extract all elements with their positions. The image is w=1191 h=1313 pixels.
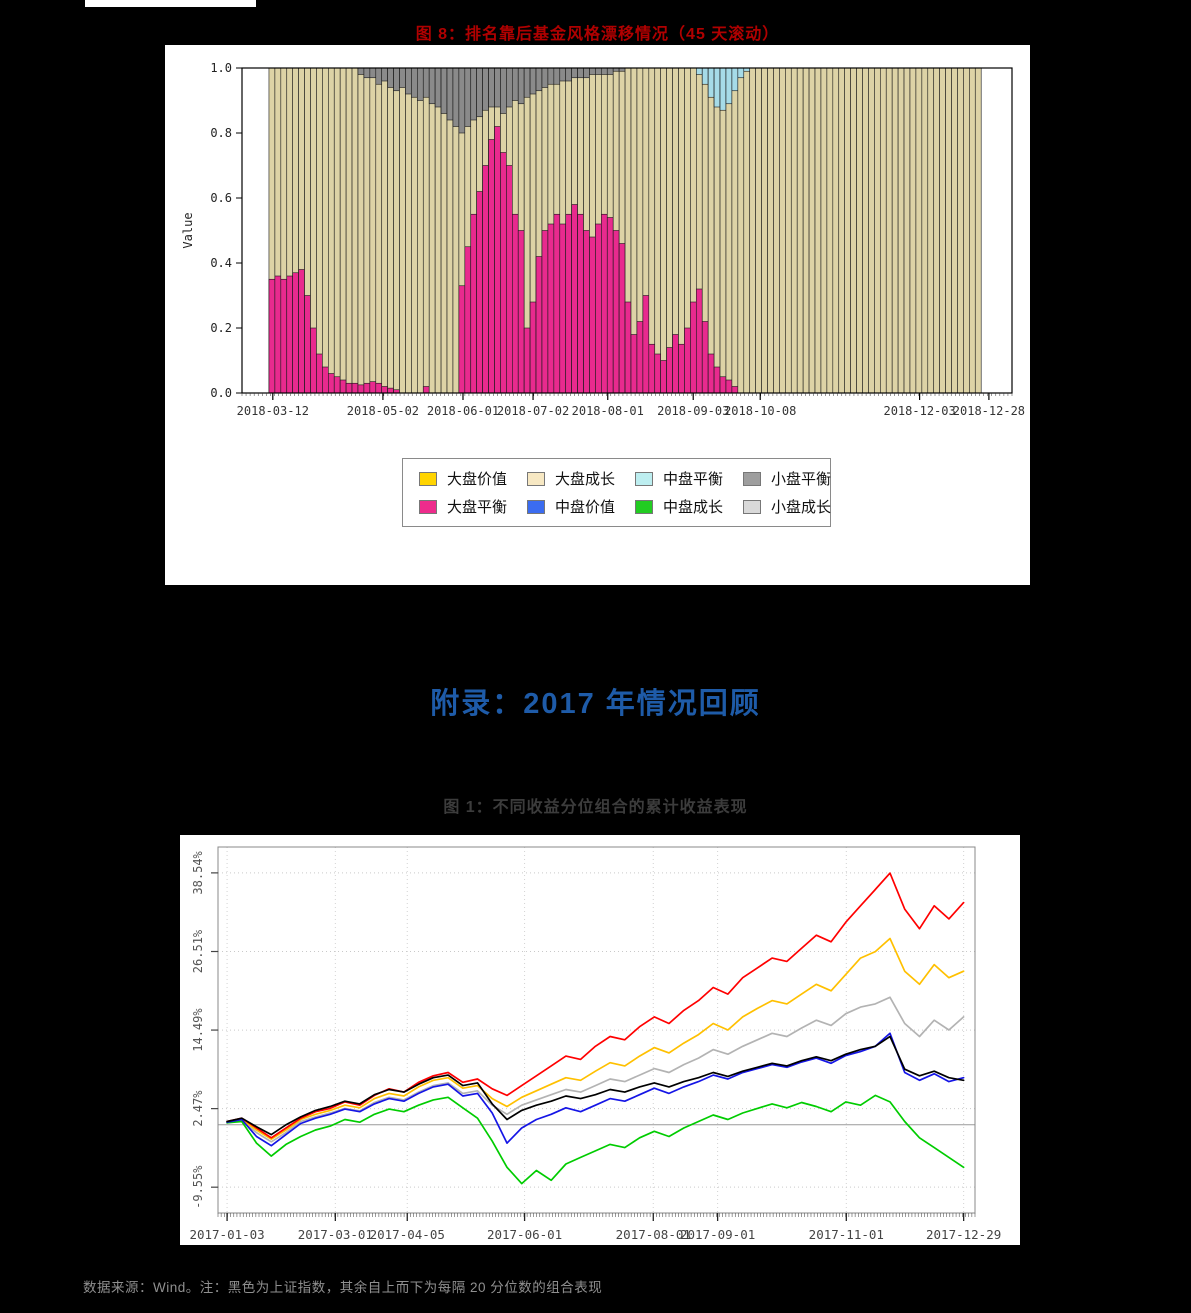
- svg-text:0.4: 0.4: [210, 256, 232, 270]
- figure8-chart: 0.0 0.2 0.4 0.6 0.8 1.0 Value 2018-03-12 2018-05…: [165, 45, 1030, 585]
- svg-text:1.0: 1.0: [210, 61, 232, 75]
- svg-text:2018-09-03: 2018-09-03: [657, 404, 729, 418]
- legend-item: 大盘成长: [527, 468, 615, 489]
- svg-text:2017-12-29: 2017-12-29: [926, 1227, 1001, 1242]
- svg-text:2017-11-01: 2017-11-01: [809, 1227, 884, 1242]
- svg-text:26.51%: 26.51%: [191, 929, 205, 973]
- svg-text:2018-05-02: 2018-05-02: [347, 404, 419, 418]
- svg-text:2017-09-01: 2017-09-01: [680, 1227, 755, 1242]
- svg-text:2017-04-05: 2017-04-05: [370, 1227, 445, 1242]
- legend-label: 中盘成长: [663, 499, 724, 516]
- legend-swatch: [419, 471, 437, 486]
- legend-item: 中盘价值: [527, 496, 615, 517]
- svg-text:Value: Value: [181, 212, 195, 248]
- svg-text:2.47%: 2.47%: [191, 1090, 205, 1127]
- svg-text:0.8: 0.8: [210, 126, 232, 140]
- legend-label: 小盘成长: [771, 499, 832, 516]
- svg-text:2018-07-02: 2018-07-02: [497, 404, 569, 418]
- legend-label: 大盘平衡: [447, 499, 508, 516]
- svg-text:2018-03-12: 2018-03-12: [237, 404, 309, 418]
- figure1-panel: 38.54% 26.51% 14.49% 2.47% -9.55% 2017-01-03 2…: [180, 835, 1020, 1245]
- legend-swatch: [743, 471, 762, 486]
- source-note: 数据来源：Wind。注：黑色为上证指数，其余自上而下为每隔 20 分位数的组合表…: [83, 1280, 603, 1295]
- svg-text:2017-03-01: 2017-03-01: [298, 1227, 373, 1242]
- legend-swatch: [527, 499, 546, 514]
- svg-text:2018-10-08: 2018-10-08: [724, 404, 796, 418]
- legend-label: 大盘成长: [555, 471, 616, 488]
- legend-swatch: [419, 499, 437, 514]
- figure1-caption: 图 1：不同收益分位组合的累计收益表现: [443, 799, 748, 816]
- svg-text:2017-08-01: 2017-08-01: [616, 1227, 691, 1242]
- figure8-legend: 大盘价值 大盘成长 中盘平衡 小盘平衡大盘平衡 中盘价值 中盘成长 小盘成长: [402, 458, 831, 527]
- svg-text:38.54%: 38.54%: [191, 850, 205, 894]
- legend-item: 中盘平衡: [635, 468, 723, 489]
- figure8-title: 图 8：排名靠后基金风格漂移情况（45 天滚动）: [415, 26, 780, 43]
- legend-label: 中盘平衡: [663, 471, 724, 488]
- legend-swatch: [743, 499, 762, 514]
- legend-swatch: [635, 471, 654, 486]
- legend-swatch: [527, 471, 546, 486]
- svg-text:2018-08-01: 2018-08-01: [572, 404, 644, 418]
- svg-text:2018-12-28: 2018-12-28: [953, 404, 1025, 418]
- legend-label: 大盘价值: [447, 471, 508, 488]
- figure1-chart: 38.54% 26.51% 14.49% 2.47% -9.55% 2017-01-03 2…: [180, 835, 1020, 1245]
- legend-item: 大盘价值: [419, 468, 507, 489]
- svg-text:0.2: 0.2: [210, 321, 232, 335]
- svg-text:2017-01-03: 2017-01-03: [189, 1227, 264, 1242]
- legend-label: 中盘价值: [555, 499, 616, 516]
- top-strip: [85, 0, 256, 7]
- svg-text:-9.55%: -9.55%: [191, 1165, 205, 1209]
- legend-item: 小盘平衡: [743, 468, 831, 489]
- svg-text:0.0: 0.0: [210, 386, 232, 400]
- appendix-title: 附录：2017 年情况回顾: [430, 688, 761, 720]
- legend-label: 小盘平衡: [771, 471, 832, 488]
- figure8-panel: 0.0 0.2 0.4 0.6 0.8 1.0 Value 2018-03-12 2018-05…: [165, 45, 1030, 585]
- legend-item: 大盘平衡: [419, 496, 507, 517]
- svg-text:2018-06-01: 2018-06-01: [427, 404, 499, 418]
- legend-item: 中盘成长: [635, 496, 723, 517]
- svg-text:2017-06-01: 2017-06-01: [487, 1227, 562, 1242]
- svg-text:0.6: 0.6: [210, 191, 232, 205]
- legend-swatch: [635, 499, 654, 514]
- legend-item: 小盘成长: [743, 496, 831, 517]
- svg-text:14.49%: 14.49%: [191, 1008, 205, 1052]
- svg-text:2018-12-03: 2018-12-03: [883, 404, 955, 418]
